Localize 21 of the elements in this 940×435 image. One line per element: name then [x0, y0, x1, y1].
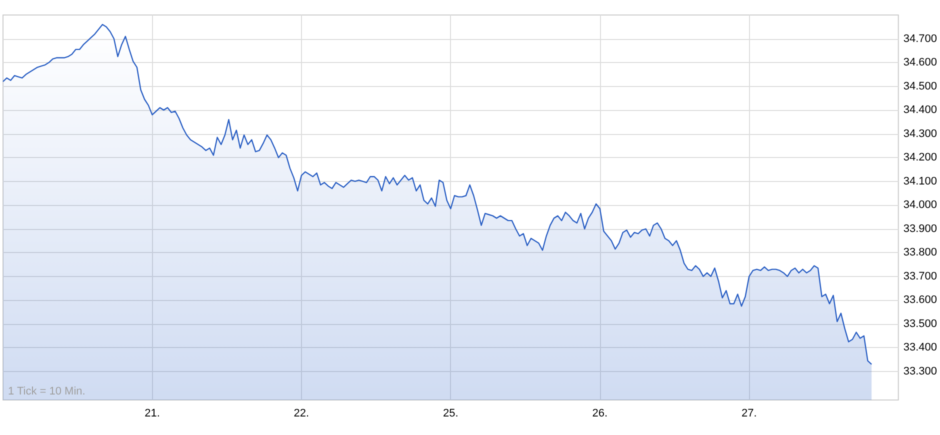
y-tick-label: 34.700: [903, 32, 938, 45]
y-tick-label: 34.200: [903, 152, 938, 164]
y-tick-label: 34.300: [903, 128, 938, 140]
y-tick-label: 33.500: [903, 318, 938, 330]
x-tick-label: 26.: [592, 408, 608, 420]
y-tick-label: 34.100: [903, 175, 938, 188]
y-tick-label: 34.500: [903, 80, 938, 92]
x-tick-label: 21.: [144, 408, 160, 420]
y-tick-label: 33.300: [903, 365, 938, 378]
y-tick-label: 34.400: [903, 104, 938, 116]
y-tick-label: 33.700: [903, 270, 938, 282]
x-tick-label: 25.: [443, 408, 458, 420]
y-tick-label: 34.600: [903, 56, 938, 69]
x-tick-label: 22.: [294, 408, 310, 420]
y-tick-label: 34.000: [903, 199, 938, 212]
x-tick-label: 27.: [741, 408, 757, 420]
y-tick-label: 33.600: [903, 294, 938, 306]
y-tick-label: 33.400: [903, 342, 938, 354]
y-tick-label: 33.900: [903, 222, 938, 235]
annotation: 1 Tick = 10 Min.: [8, 386, 86, 398]
y-tick-label: 33.800: [903, 246, 938, 259]
